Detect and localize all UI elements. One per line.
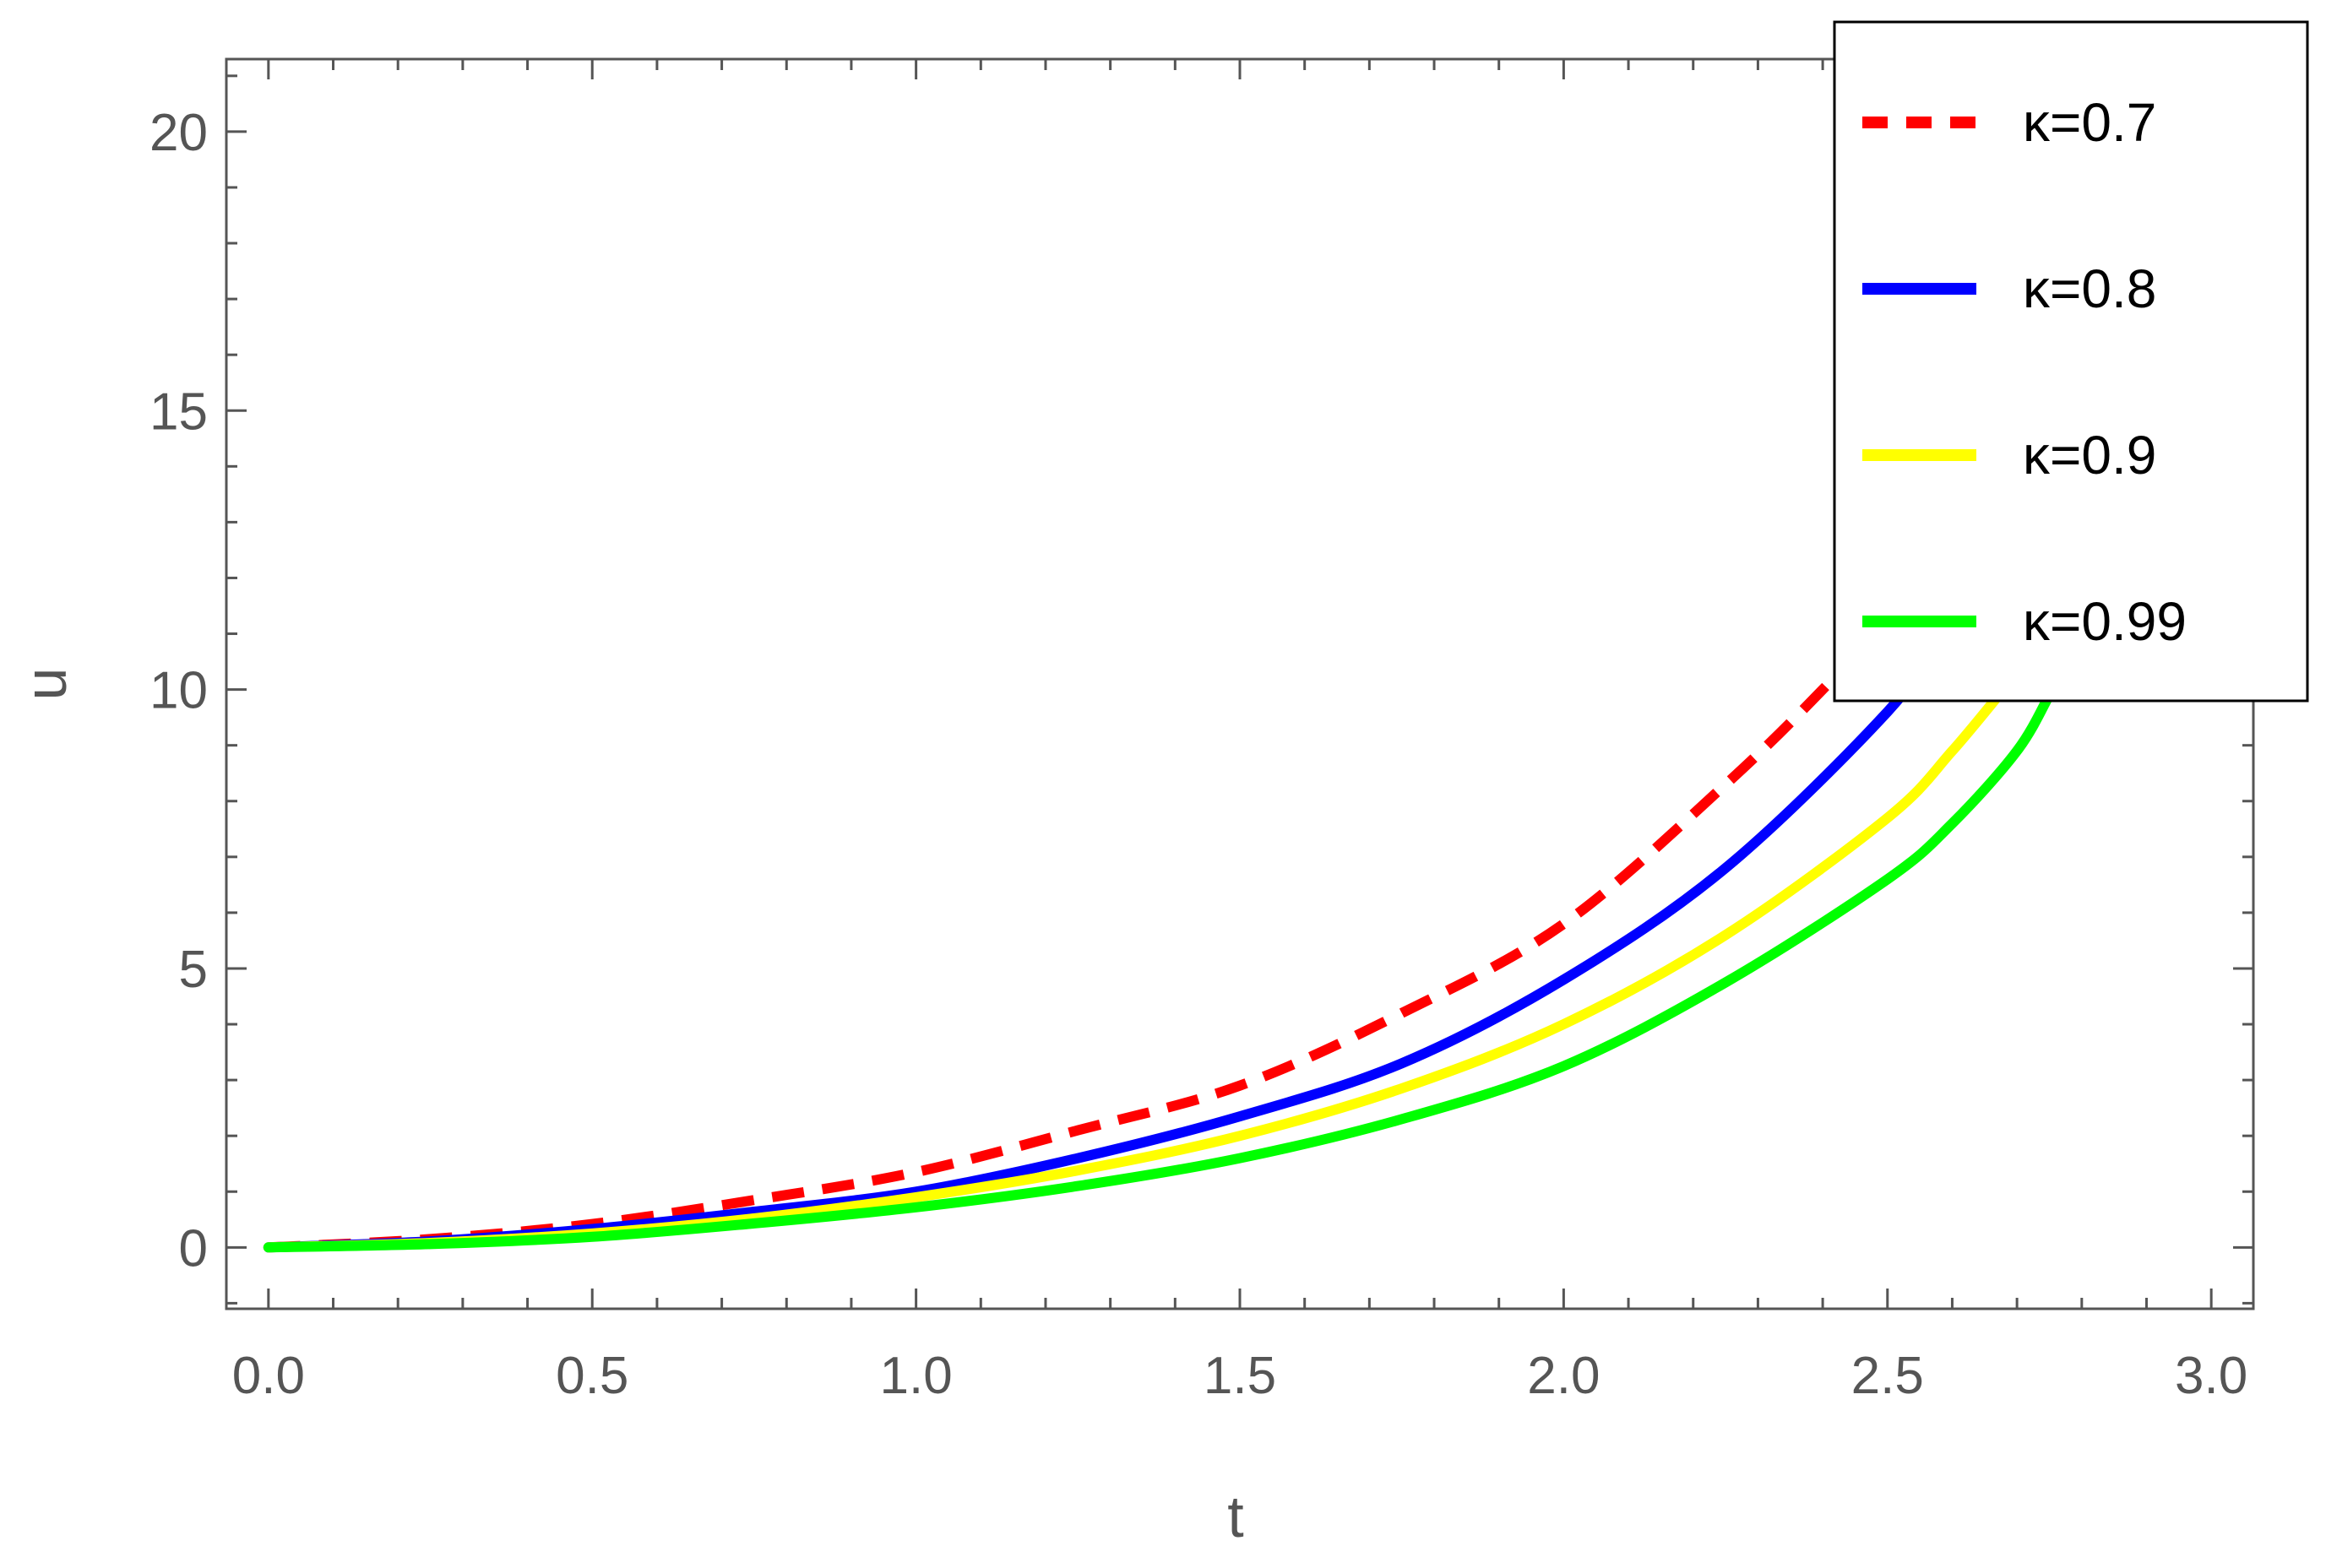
- x-tick-label: 2.0: [1527, 1347, 1600, 1405]
- x-tick-label: 1.5: [1204, 1347, 1276, 1405]
- legend-label-0: κ=0.7: [2023, 92, 2156, 153]
- x-tick-label: 0.0: [232, 1347, 305, 1405]
- legend-label-1: κ=0.8: [2023, 258, 2156, 319]
- axes: 0.0 0.5 1.0 1.5 2.0 2.5 3.0 0 5 10 15 20 t u: [13, 57, 2255, 1549]
- x-tick-label: 0.5: [556, 1347, 628, 1405]
- legend-label-3: κ=0.99: [2023, 591, 2187, 652]
- plot-area: [263, 540, 2055, 1253]
- y-tick-label: 10: [149, 662, 208, 720]
- series-group: [263, 540, 2055, 1253]
- legend: κ=0.7 κ=0.8 κ=0.9 κ=0.99: [1833, 20, 2309, 703]
- legend-box: [1833, 20, 2309, 703]
- y-tick-label: 20: [149, 104, 208, 162]
- legend-label-2: κ=0.9: [2023, 425, 2156, 486]
- y-axis-label: u: [13, 668, 79, 701]
- y-tick-label: 0: [179, 1219, 208, 1278]
- x-tick-label: 3.0: [2175, 1347, 2247, 1405]
- y-tick-label: 15: [149, 383, 208, 441]
- x-tick-label: 2.5: [1851, 1347, 1924, 1405]
- y-tick-label: 5: [179, 941, 208, 999]
- x-axis-label: t: [1227, 1484, 1243, 1549]
- series-line-3: [263, 690, 2055, 1253]
- x-tick-label: 1.0: [880, 1347, 953, 1405]
